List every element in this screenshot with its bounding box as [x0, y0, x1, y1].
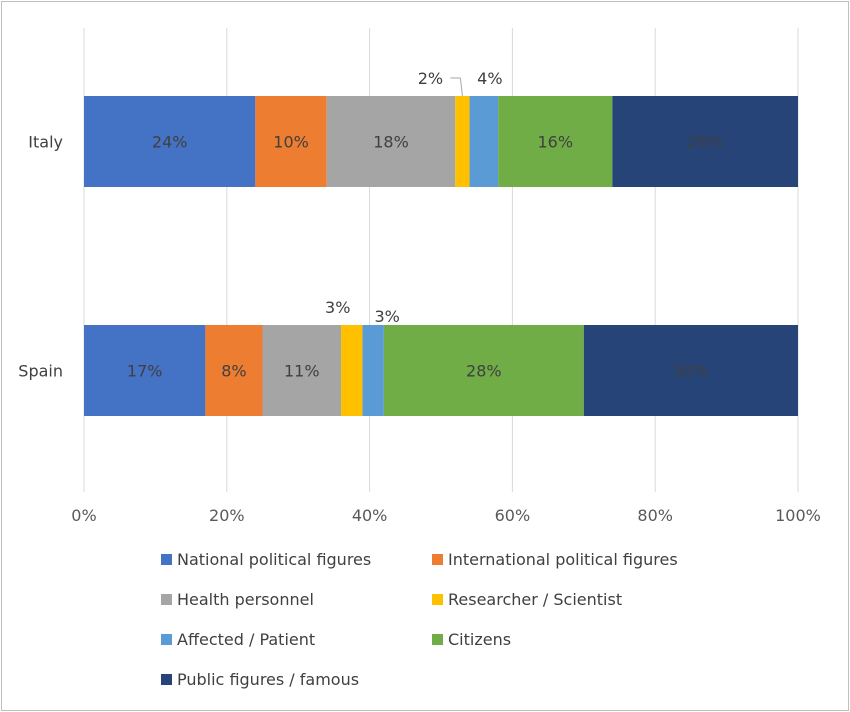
data-label: 17%	[127, 362, 163, 381]
data-label: 10%	[273, 133, 309, 152]
legend-swatch	[161, 634, 172, 645]
x-tick-label: 40%	[352, 506, 388, 525]
legend-swatch	[432, 594, 443, 605]
data-label: 3%	[374, 307, 399, 326]
bar-segment	[255, 96, 327, 187]
legend-swatch	[161, 594, 172, 605]
data-label: 28%	[466, 362, 502, 381]
data-label: 26%	[687, 133, 723, 152]
data-label: 16%	[537, 133, 573, 152]
legend-swatch	[161, 554, 172, 565]
bar-segment	[326, 96, 456, 187]
data-label: 18%	[373, 133, 409, 152]
bar-segment	[583, 325, 798, 416]
legend-label: Health personnel	[177, 590, 314, 609]
data-label: 8%	[221, 362, 246, 381]
bar-segment	[383, 325, 584, 416]
category-label: Spain	[18, 362, 63, 381]
bars	[84, 96, 798, 416]
legend-label: International political figures	[448, 550, 678, 569]
bar-segment	[498, 96, 613, 187]
bar-segment	[84, 96, 256, 187]
legend-label: Affected / Patient	[177, 630, 315, 649]
category-labels: Italy Spain	[18, 133, 63, 381]
data-label: 11%	[284, 362, 320, 381]
legend-swatch	[161, 674, 172, 685]
bar-segment	[262, 325, 342, 416]
data-label: 3%	[325, 298, 350, 317]
bar-segment	[455, 96, 470, 187]
legend-label: National political figures	[177, 550, 371, 569]
x-tick-label: 80%	[637, 506, 673, 525]
bar-segment	[205, 325, 263, 416]
x-tick-label: 20%	[209, 506, 245, 525]
legend-label: Citizens	[448, 630, 511, 649]
x-tick-label: 60%	[495, 506, 531, 525]
bar-segment	[469, 96, 499, 187]
legend: National political figures International …	[161, 550, 678, 689]
legend-swatch	[432, 634, 443, 645]
bar-segment	[341, 325, 363, 416]
legend-label: Researcher / Scientist	[448, 590, 622, 609]
bar-segment	[612, 96, 798, 187]
data-label: 4%	[477, 69, 502, 88]
x-tick-label: 0%	[71, 506, 96, 525]
tick-labels: 0% 20% 40% 60% 80% 100%	[71, 506, 821, 525]
data-label: 24%	[152, 133, 188, 152]
data-label: 30%	[673, 362, 709, 381]
bar-segment	[362, 325, 384, 416]
leader-line	[459, 77, 463, 97]
bar-segment	[84, 325, 206, 416]
legend-swatch	[432, 554, 443, 565]
category-label: Italy	[28, 133, 63, 152]
x-tick-label: 100%	[775, 506, 821, 525]
data-label: 2%	[418, 69, 443, 88]
data-labels: 24% 10% 18% 2% 4% 16% 26% 17% 8% 11% 3% 3% 28% 30%	[127, 69, 723, 381]
legend-label: Public figures / famous	[177, 670, 359, 689]
